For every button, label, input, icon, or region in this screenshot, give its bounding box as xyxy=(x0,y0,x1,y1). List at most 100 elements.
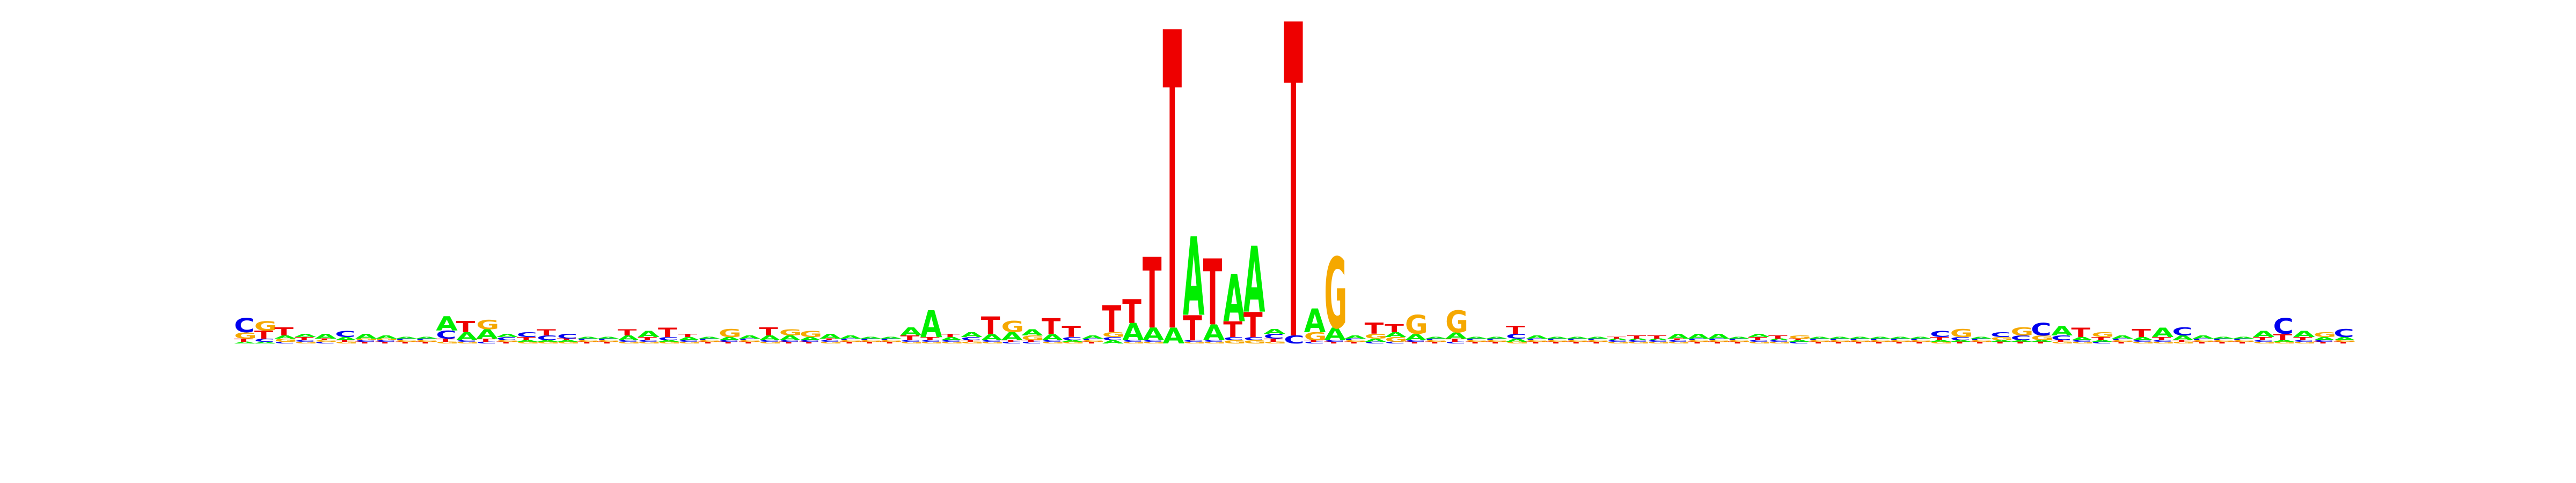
logo-letter-g: G xyxy=(1324,239,1347,351)
logo-letter-g: G xyxy=(1183,341,1206,344)
logo-letter-t: T xyxy=(396,341,415,344)
logo-letter-a: A xyxy=(2273,340,2295,342)
logo-letter-t: T xyxy=(759,326,778,338)
logo-letter-g: G xyxy=(981,341,1004,344)
logo-letter-c: C xyxy=(517,331,537,339)
logo-letter-t: T xyxy=(1243,305,1263,346)
logo-letter-a: A xyxy=(2010,340,2032,342)
logo-letter-g: G xyxy=(456,341,479,344)
logo-letter-a: A xyxy=(2333,336,2355,341)
logo-letter-g: G xyxy=(1909,340,1933,342)
logo-letter-c: C xyxy=(1485,338,1506,341)
logo-letter-t: T xyxy=(2112,341,2132,344)
logo-letter-g: G xyxy=(1546,340,1569,342)
logo-letter-t: T xyxy=(920,336,940,341)
logo-letter-g: G xyxy=(1021,334,1044,342)
logo-letter-t: T xyxy=(1768,335,1788,340)
logo-letter-c: C xyxy=(2071,340,2091,342)
logo-letter-c: C xyxy=(1122,340,1143,342)
logo-letter-c: C xyxy=(2172,326,2192,338)
logo-letter-t: T xyxy=(1042,314,1061,339)
logo-letter-a: A xyxy=(476,327,498,342)
logo-letter-a: A xyxy=(274,335,296,340)
logo-letter-g: G xyxy=(638,341,661,344)
logo-letter-t: T xyxy=(1789,338,1809,341)
logo-letter-a: A xyxy=(1445,331,1467,341)
logo-letter-g: G xyxy=(1809,340,1832,342)
logo-letter-a: A xyxy=(496,333,518,338)
logo-letter-c: C xyxy=(719,340,739,342)
logo-letter-c: C xyxy=(1586,338,1607,341)
logo-letter-g: G xyxy=(1506,341,1529,344)
logo-letter-a: A xyxy=(1143,325,1165,345)
logo-letter-a: A xyxy=(577,336,599,339)
logo-letter-t: T xyxy=(1001,340,1021,342)
logo-letter-a: A xyxy=(1062,340,1084,342)
logo-letter-t: T xyxy=(719,341,738,344)
logo-letter-c: C xyxy=(880,338,901,341)
logo-letter-g: G xyxy=(2273,341,2296,344)
logo-letter-t: T xyxy=(981,312,1000,340)
logo-letter-c: C xyxy=(1748,340,1768,342)
logo-letter-g: G xyxy=(819,341,843,344)
logo-letter-a: A xyxy=(1990,340,2012,342)
logo-letter-g: G xyxy=(496,340,519,342)
logo-letter-a: A xyxy=(1930,340,1952,342)
logo-letter-t: T xyxy=(1909,341,1929,344)
logo-letter-a: A xyxy=(314,333,336,340)
logo-letter-t: T xyxy=(840,341,860,344)
logo-letter-t: T xyxy=(1647,335,1666,340)
logo-letter-a: A xyxy=(1809,336,1831,339)
logo-letter-c: C xyxy=(2112,338,2132,341)
logo-letter-c: C xyxy=(396,338,416,341)
logo-letter-c: C xyxy=(2152,340,2172,342)
logo-letter-t: T xyxy=(1748,336,1767,341)
logo-letter-c: C xyxy=(1243,336,1264,341)
logo-letter-a: A xyxy=(1506,338,1528,343)
logo-letter-c: C xyxy=(496,336,517,341)
logo-letter-a: A xyxy=(860,336,882,339)
logo-letter-c: C xyxy=(1324,340,1344,342)
logo-letter-g: G xyxy=(396,340,419,342)
logo-letter-t: T xyxy=(2071,325,2090,340)
logo-letter-t: T xyxy=(1607,336,1627,339)
logo-letter-a: A xyxy=(880,336,902,339)
logo-letter-a: A xyxy=(597,336,619,339)
logo-letter-t: T xyxy=(1950,341,1970,344)
logo-letter-t: T xyxy=(2192,341,2212,344)
logo-letter-g: G xyxy=(1365,333,1388,340)
logo-letter-t: T xyxy=(2273,333,2293,343)
logo-columns: ATGCACTGCGATGCTACGTAGTACTCGATCGATGCATGCA… xyxy=(234,0,2357,438)
logo-letter-c: C xyxy=(1567,338,1587,341)
logo-letter-g: G xyxy=(1789,335,1812,340)
logo-letter-a: A xyxy=(1526,335,1548,340)
logo-letter-t: T xyxy=(678,333,698,338)
logo-letter-t: T xyxy=(557,338,577,341)
logo-letter-c: C xyxy=(1405,340,1425,342)
logo-letter-c: C xyxy=(678,340,699,342)
logo-letter-c: C xyxy=(1506,333,1526,340)
logo-letter-g: G xyxy=(1143,341,1166,344)
logo-letter-c: C xyxy=(1425,338,1446,341)
logo-letter-a: A xyxy=(1183,215,1204,340)
logo-letter-c: C xyxy=(2192,338,2213,341)
logo-letter-g: G xyxy=(416,340,439,342)
